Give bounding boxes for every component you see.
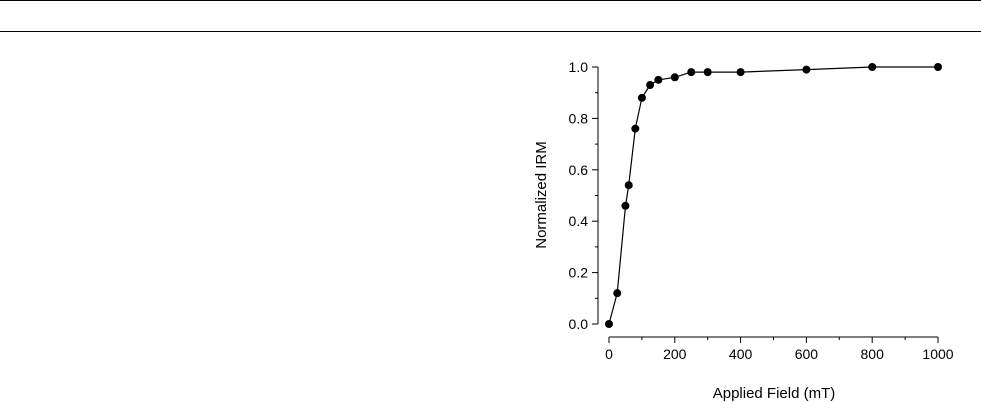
y-tick-label: 0.4 — [569, 213, 589, 229]
y-ticks: 0.0 0.2 0.4 0.6 0.8 1.0 — [569, 59, 598, 332]
y-axis-label: Normalized IRM — [533, 141, 550, 249]
data-point — [802, 65, 811, 74]
x-tick-label: 400 — [729, 346, 753, 362]
data-point — [613, 289, 622, 298]
x-tick-label: 1000 — [922, 346, 953, 362]
header-rule — [0, 31, 981, 32]
x-tick-label: 800 — [861, 346, 885, 362]
data-point — [934, 63, 942, 71]
data-point — [654, 75, 663, 84]
x-tick-label: 0 — [605, 346, 613, 362]
axes — [597, 67, 938, 338]
data-point — [868, 63, 877, 71]
data-point — [646, 80, 655, 89]
y-tick-label: 0.2 — [569, 265, 589, 281]
data-point — [703, 68, 712, 77]
top-rule — [0, 0, 981, 1]
x-tick-label: 200 — [663, 346, 687, 362]
data-point — [631, 124, 640, 133]
series-line — [608, 66, 938, 325]
y-tick-label: 0.8 — [569, 110, 589, 126]
data-point — [605, 320, 613, 328]
x-ticks: 0 200 400 600 800 1000 — [605, 337, 954, 362]
x-axis-label: Applied Field (mT) — [713, 385, 836, 402]
data-point — [687, 68, 696, 77]
data-point — [624, 181, 633, 190]
y-tick-label: 1.0 — [569, 59, 589, 75]
data-point — [621, 201, 630, 210]
data-point — [637, 93, 646, 102]
y-tick-label: 0.6 — [569, 162, 589, 178]
data-point — [670, 73, 679, 82]
x-tick-label: 600 — [795, 346, 819, 362]
series — [605, 63, 942, 328]
data-point — [736, 68, 745, 77]
y-tick-label: 0.0 — [569, 316, 589, 332]
